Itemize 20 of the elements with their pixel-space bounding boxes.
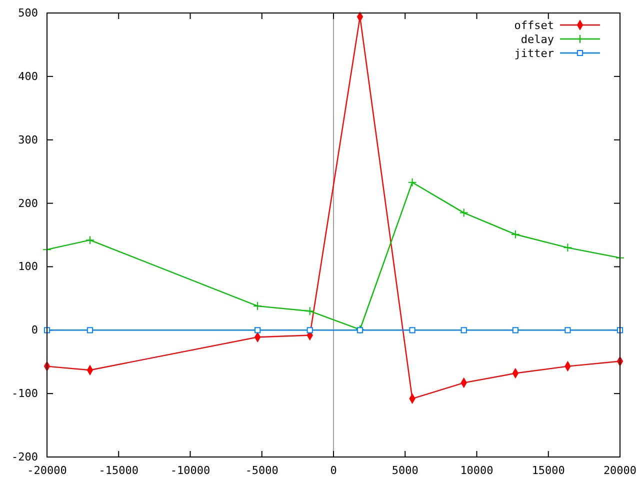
x-tick-label: 20000 [603, 464, 637, 477]
x-tick-label: 15000 [532, 464, 565, 477]
x-tick-label: -20000 [27, 464, 67, 477]
y-tick-label: 400 [18, 70, 38, 83]
x-tick-label: -5000 [245, 464, 278, 477]
x-tick-label: -10000 [170, 464, 210, 477]
y-tick-label: 500 [18, 6, 38, 20]
y-tick-label: 300 [18, 133, 38, 146]
y-tick-label: -200 [12, 450, 38, 464]
x-tick-label: 0 [330, 464, 337, 477]
x-tick-label: 5000 [392, 464, 418, 477]
legend-label: jitter [514, 47, 554, 60]
legend-label: offset [514, 19, 554, 32]
y-tick-label: 200 [18, 196, 38, 210]
y-tick-label: 0 [31, 324, 38, 337]
legend-label: delay [520, 33, 554, 46]
x-tick-label: 10000 [460, 464, 494, 477]
x-tick-label: -15000 [98, 464, 138, 477]
y-tick-label: 100 [18, 260, 38, 274]
y-tick-label: -100 [12, 387, 38, 400]
